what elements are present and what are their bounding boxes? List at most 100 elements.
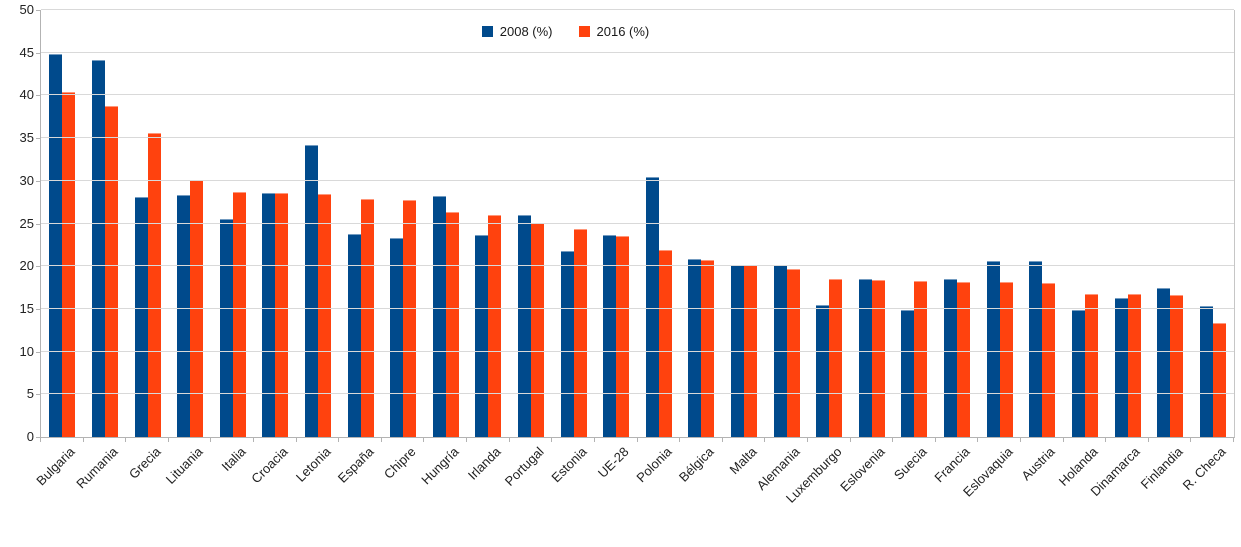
- x-axis-tick: [594, 438, 595, 442]
- bar-2008-eslovaquia: [986, 261, 1000, 437]
- x-axis-tick: [1190, 438, 1191, 442]
- y-axis-label-5: 5: [26, 386, 34, 402]
- bar-group-portugal: [510, 10, 553, 437]
- bar-2016-grecia: [147, 133, 161, 437]
- y-axis-tick: [36, 266, 40, 268]
- y-axis-label-45: 45: [19, 44, 34, 60]
- bar-2008-r-checa: [1199, 306, 1213, 437]
- bar-2016-chipre: [403, 200, 417, 437]
- x-axis-tick: [977, 438, 978, 442]
- bar-2008-irlanda: [475, 235, 489, 437]
- gridline-25: [41, 222, 1234, 224]
- bar-2016-alemania: [786, 269, 800, 437]
- gridline-35: [41, 137, 1234, 139]
- x-axis-tick: [764, 438, 765, 442]
- y-axis-tick: [36, 308, 40, 310]
- y-axis-label-10: 10: [19, 343, 34, 359]
- bar-2016-holanda: [1084, 294, 1098, 437]
- y-axis-label-50: 50: [19, 2, 34, 17]
- y-axis-tick: [36, 394, 40, 396]
- bar-group-eslovenia: [851, 10, 894, 437]
- gridline-20: [41, 265, 1234, 267]
- bar-2008-lituania: [177, 195, 191, 437]
- bar-2008-luxemburgo: [816, 305, 830, 437]
- y-axis-label-40: 40: [19, 87, 34, 103]
- gridline-40: [41, 94, 1234, 96]
- bar-2008-croacia: [262, 193, 276, 437]
- bar-group-dinamarca: [1106, 10, 1149, 437]
- gridline-5: [41, 393, 1234, 395]
- bar-2008-hungr-a: [432, 196, 446, 437]
- bar-2008-austria: [1029, 261, 1043, 437]
- bar-2016-polonia: [658, 250, 672, 437]
- x-axis-tick: [168, 438, 169, 442]
- gridline-50: [41, 9, 1234, 11]
- y-axis-tick: [36, 180, 40, 182]
- y-axis-label-35: 35: [19, 130, 34, 146]
- x-axis-tick: [1063, 438, 1064, 442]
- bar-2016-croacia: [275, 193, 289, 437]
- gridline-10: [41, 350, 1234, 352]
- y-axis-label-0: 0: [26, 429, 34, 444]
- poverty-rate-bar-chart: 2008 (%) 2016 (%) 0 5 10 15 20 25 30 35 40 45 50 Bu…: [0, 2, 1235, 506]
- x-axis-tick: [1233, 438, 1234, 442]
- x-axis-tick: [935, 438, 936, 442]
- chart-legend: 2008 (%) 2016 (%): [0, 24, 1186, 39]
- bar-group-estonia: [552, 10, 595, 437]
- bar-2016-letonia: [317, 194, 331, 437]
- bar-2008-estonia: [560, 251, 574, 437]
- x-axis-tick: [253, 438, 254, 442]
- x-axis-tick: [40, 438, 41, 442]
- x-axis-tick: [381, 438, 382, 442]
- bar-group-letonia: [297, 10, 340, 437]
- bar-group-ue-28: [595, 10, 638, 437]
- x-axis-tick: [551, 438, 552, 442]
- y-axis-tick: [36, 95, 40, 97]
- bar-group-b-lgica: [680, 10, 723, 437]
- bar-group-alemania: [765, 10, 808, 437]
- bar-2016-finlandia: [1170, 295, 1184, 437]
- bar-2008-grecia: [134, 197, 148, 437]
- x-axis-tick: [892, 438, 893, 442]
- bar-2016-r-checa: [1212, 323, 1226, 437]
- y-axis-tick: [36, 138, 40, 140]
- bar-2008-bulgaria: [49, 54, 63, 437]
- bar-group-grecia: [126, 10, 169, 437]
- bar-2008-portugal: [518, 215, 531, 437]
- bar-group-espa-a: [339, 10, 382, 437]
- x-axis-tick: [637, 438, 638, 442]
- bar-2008-eslovenia: [858, 279, 872, 437]
- bar-2008-italia: [219, 219, 233, 437]
- bar-2008-dinamarca: [1114, 298, 1128, 437]
- bar-group-luxemburgo: [808, 10, 851, 437]
- bar-2016-irlanda: [488, 215, 502, 437]
- bar-2008-ue-28: [603, 235, 617, 437]
- x-axis-tick: [807, 438, 808, 442]
- legend-label-2016: 2016 (%): [596, 24, 650, 39]
- x-axis-tick: [509, 438, 510, 442]
- bar-group-malta: [723, 10, 766, 437]
- gridline-15: [41, 307, 1234, 309]
- bar-2016-luxemburgo: [829, 279, 843, 437]
- bar-2016-estonia: [573, 229, 587, 437]
- bar-2008-chipre: [390, 238, 404, 437]
- bar-2008-francia: [944, 279, 958, 437]
- legend-swatch-2016-icon: [578, 26, 590, 37]
- y-axis-tick: [36, 52, 40, 54]
- x-axis-tick: [722, 438, 723, 442]
- x-axis-tick: [1020, 438, 1021, 442]
- x-axis-tick: [83, 438, 84, 442]
- y-axis-label-30: 30: [19, 172, 34, 188]
- bars-container: [41, 10, 1234, 437]
- bar-2016-ue-28: [616, 236, 630, 437]
- bar-2016-b-lgica: [701, 260, 715, 437]
- y-axis-label-15: 15: [19, 300, 34, 316]
- y-axis-label-25: 25: [19, 215, 34, 231]
- legend-item-2008: 2008 (%): [481, 24, 553, 39]
- bar-group-r-checa: [1191, 10, 1234, 437]
- bar-group-polonia: [638, 10, 681, 437]
- bar-2016-austria: [1042, 283, 1056, 437]
- x-axis-tick: [850, 438, 851, 442]
- gridline-45: [41, 51, 1234, 53]
- legend-swatch-2008-icon: [481, 26, 493, 37]
